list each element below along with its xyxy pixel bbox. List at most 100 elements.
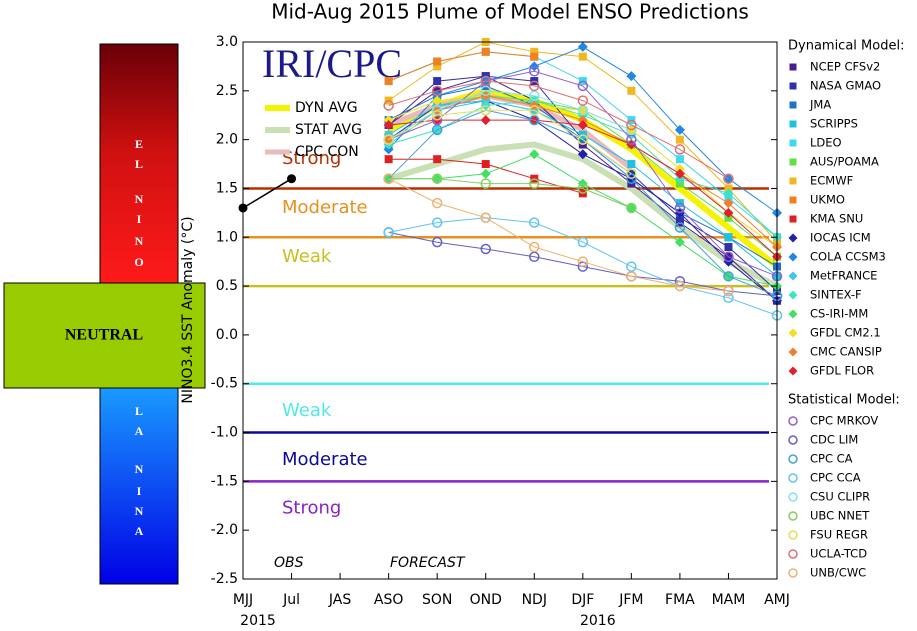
data-point <box>724 233 733 242</box>
legend-label: STAT AVG <box>295 122 362 138</box>
data-point <box>480 212 491 223</box>
legend-swatch <box>788 511 798 521</box>
data-point <box>529 241 540 253</box>
data-point <box>433 57 442 66</box>
legend-swatch <box>788 549 798 559</box>
data-point <box>384 155 393 164</box>
data-point <box>384 77 393 86</box>
legend-label: UCLA-TCD <box>810 547 867 561</box>
legend-swatch <box>789 215 797 223</box>
model-line <box>388 109 632 175</box>
data-point <box>626 202 637 214</box>
data-point <box>480 168 491 179</box>
data-point <box>530 52 539 61</box>
legend-label: NCEP CFSv2 <box>810 60 880 74</box>
la-nina-letter: N <box>135 462 144 476</box>
data-point <box>627 160 636 169</box>
legend-swatch <box>788 568 798 578</box>
data-point <box>529 114 540 126</box>
data-point <box>530 47 539 56</box>
threshold-label: Strong <box>282 148 341 169</box>
legend-swatch <box>789 196 797 204</box>
legend-label: IOCAS ICM <box>810 231 871 245</box>
data-point <box>529 66 540 77</box>
data-point <box>674 237 685 248</box>
legend-label: DYN AVG <box>295 100 358 116</box>
data-point <box>674 202 686 214</box>
threshold-label: Strong <box>282 498 341 519</box>
y-tick-label: 1.5 <box>216 180 238 196</box>
data-point <box>577 41 588 52</box>
x-tick-label: ASO <box>374 592 403 608</box>
legend-swatch <box>788 366 798 376</box>
model-line <box>388 178 632 209</box>
data-point <box>529 178 540 189</box>
legend-label: MetFRANCE <box>810 269 877 283</box>
data-point <box>674 280 686 292</box>
y-tick-label: 0.0 <box>216 327 238 343</box>
la-nina-letter: I <box>137 484 142 498</box>
legend-swatch <box>788 530 798 540</box>
data-point <box>577 183 589 194</box>
data-point <box>480 178 491 189</box>
data-point <box>529 90 540 101</box>
threshold-label: Weak <box>282 400 332 421</box>
legend-label: CPC MRKOV <box>810 414 878 428</box>
data-point <box>724 243 733 252</box>
legend-label: CSU CLIPR <box>810 490 870 504</box>
data-point <box>577 256 589 267</box>
x-tick-label: SON <box>422 592 452 608</box>
threshold-label: Weak <box>282 246 332 267</box>
legend-label: UKMO <box>810 193 845 207</box>
legend-swatch <box>789 139 797 147</box>
el-nino-letter: L <box>135 157 143 171</box>
data-point <box>674 222 686 233</box>
legend-label: NASA GMAO <box>810 79 881 93</box>
observed-line <box>242 178 292 209</box>
y-tick-label: -0.5 <box>211 376 238 392</box>
data-point <box>723 207 734 218</box>
data-point <box>481 160 490 169</box>
data-point <box>626 134 637 145</box>
legend-swatch <box>789 101 797 109</box>
data-point <box>431 236 443 248</box>
data-point <box>431 85 443 97</box>
data-point <box>626 261 637 272</box>
data-point <box>383 100 394 111</box>
el-nino-letter: N <box>135 234 144 248</box>
legend-swatch <box>788 290 798 300</box>
logo: IRI/CPC <box>262 41 402 86</box>
la-nina-letter: N <box>135 504 144 518</box>
data-point <box>433 77 442 86</box>
threshold-label: Moderate <box>282 449 368 470</box>
x-tick-label: NDJ <box>522 592 547 608</box>
legend-swatch <box>788 473 798 483</box>
y-tick-label: 1.0 <box>216 229 238 245</box>
data-point <box>626 71 637 82</box>
legend-swatch <box>789 120 797 128</box>
data-point <box>480 75 491 87</box>
la-nina-bar <box>99 387 179 585</box>
x-tick-label: FMA <box>665 592 695 608</box>
model-line <box>388 80 729 180</box>
data-point <box>383 134 394 145</box>
data-point <box>723 271 734 282</box>
data-point <box>529 217 540 228</box>
data-point <box>431 173 443 184</box>
data-point <box>433 62 442 71</box>
data-point <box>675 155 684 164</box>
data-point <box>627 86 636 95</box>
annotation: FORECAST <box>390 555 466 571</box>
annotation: OBS <box>274 555 304 571</box>
legend-label: UNB/CWC <box>810 566 866 580</box>
average-line <box>387 141 779 289</box>
legend-label: GFDL CM2.1 <box>810 326 881 340</box>
data-point <box>383 119 394 130</box>
x-tick-label: DJF <box>571 592 594 608</box>
legend-label: COLA CCSM3 <box>810 250 886 264</box>
legend-label: SCRIPPS <box>810 117 858 131</box>
data-point <box>674 124 685 135</box>
data-point <box>432 95 443 106</box>
data-point <box>431 197 443 209</box>
model-line <box>388 178 729 292</box>
